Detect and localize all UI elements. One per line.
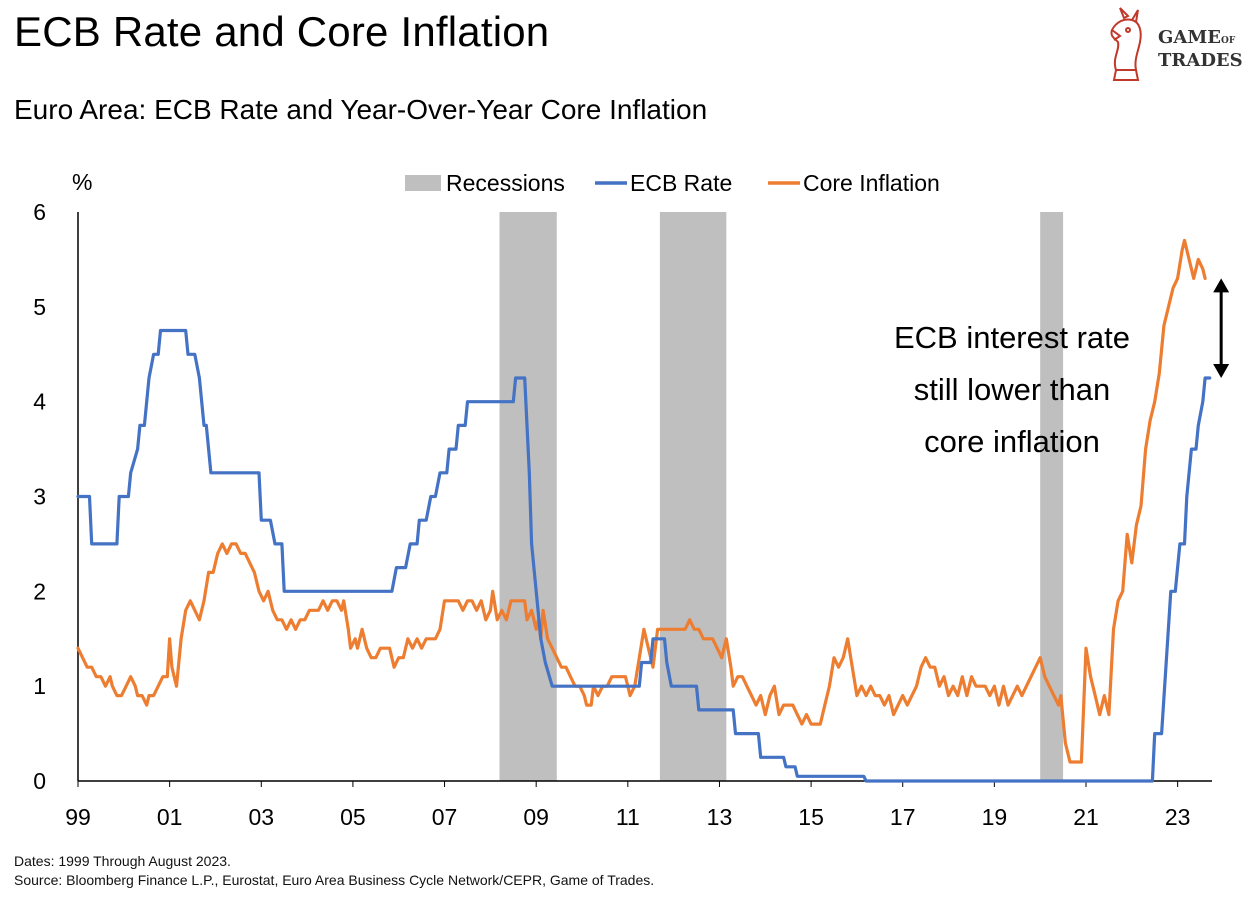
- series-line-core-inflation: [76, 238, 1207, 764]
- arrow-head-down: [1213, 363, 1230, 378]
- y-tick-label: 0: [33, 768, 46, 794]
- x-tick-label: 01: [157, 804, 183, 830]
- knight-chess-piece-icon: [1110, 7, 1142, 81]
- footer-source: Source: Bloomberg Finance L.P., Eurostat…: [14, 872, 655, 888]
- chart-subtitle: Euro Area: ECB Rate and Year-Over-Year C…: [14, 94, 708, 125]
- legend: Recessions ECB Rate Core Inflation: [405, 170, 940, 196]
- x-tick-label: 23: [1165, 804, 1191, 830]
- gap-arrow: [1213, 278, 1230, 378]
- logo-text-game: GAME: [1158, 27, 1221, 48]
- legend-label: Recessions: [446, 170, 565, 196]
- footer: Dates: 1999 Through August 2023. Source:…: [14, 852, 654, 890]
- y-tick-label: 4: [33, 389, 46, 415]
- chart-title: ECB Rate and Core Inflation: [14, 8, 550, 55]
- y-tick-label: 1: [33, 673, 46, 699]
- x-tick-label: 07: [432, 804, 458, 830]
- y-tick-label: 6: [33, 199, 46, 225]
- x-tick-label: 99: [65, 804, 91, 830]
- recession-band: [499, 212, 557, 781]
- annotation-line-2: still lower than: [913, 372, 1111, 407]
- recession-band: [659, 212, 727, 781]
- recession-bands: [499, 212, 1064, 781]
- logo-text-trades: TRADES: [1158, 50, 1243, 71]
- legend-label: ECB Rate: [630, 170, 732, 196]
- series-lines: [76, 238, 1212, 783]
- annotation-text: ECB interest rate still lower than core …: [862, 312, 1162, 468]
- annotation-line-3: core inflation: [924, 424, 1100, 459]
- annotation-line-1: ECB interest rate: [893, 320, 1131, 355]
- x-tick-label: 03: [248, 804, 274, 830]
- arrow-head-up: [1213, 278, 1230, 293]
- recession-band: [1040, 212, 1064, 781]
- x-tick-label: 13: [707, 804, 733, 830]
- x-tick-label: 21: [1073, 804, 1099, 830]
- y-tick-label: 2: [33, 578, 46, 604]
- x-tick-label: 15: [798, 804, 824, 830]
- game-of-trades-logo: GAMEOF TRADES: [1098, 6, 1248, 86]
- series-line-ecb-rate: [76, 328, 1212, 783]
- y-tick-label: 3: [33, 484, 46, 510]
- y-tick-label: 5: [33, 294, 46, 320]
- logo-wordmark: GAMEOF TRADES: [1158, 28, 1243, 71]
- footer-dates: Dates: 1999 Through August 2023.: [14, 853, 231, 869]
- x-tick-label: 17: [890, 804, 916, 830]
- logo-text-of: OF: [1220, 36, 1236, 46]
- x-tick-label: 11: [616, 804, 640, 830]
- y-axis-label: %: [72, 169, 92, 195]
- legend-swatch-recessions: [405, 175, 441, 191]
- x-tick-label: 09: [523, 804, 549, 830]
- x-tick-label: 19: [982, 804, 1008, 830]
- legend-label: Core Inflation: [803, 170, 940, 196]
- x-tick-label: 05: [340, 804, 366, 830]
